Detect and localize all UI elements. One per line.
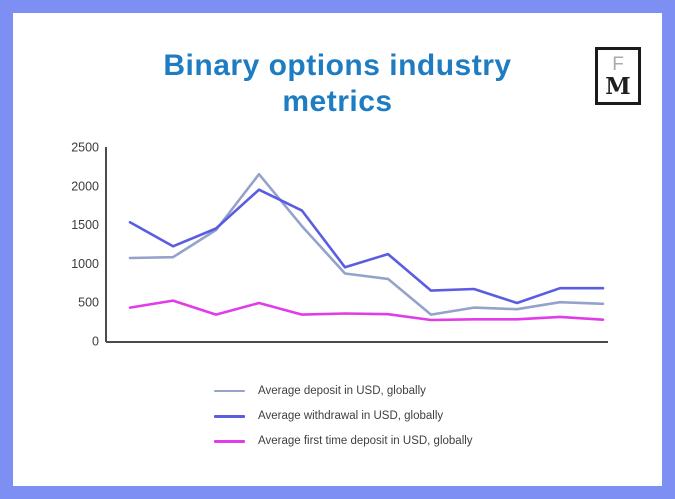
legend-line-swatch-deposit xyxy=(214,390,245,392)
legend-line-swatch-first-time-deposit xyxy=(214,439,245,443)
legend-item-average-first-time-deposit: Average first time deposit in USD, globa… xyxy=(214,432,473,450)
series-line xyxy=(128,188,605,305)
infographic-card: Binary options industry metrics F M 0 500… xyxy=(13,13,662,486)
line-chart: 0 500 1000 1500 2000 2500 xyxy=(40,140,620,355)
chart-canvas: 0 500 1000 1500 2000 2500 xyxy=(71,141,608,349)
y-tick-label: 1500 xyxy=(71,218,99,232)
chart-title-line-2: metrics xyxy=(282,85,393,118)
y-tick-label: 2500 xyxy=(71,141,99,155)
legend-label-first-time-deposit: Average first time deposit in USD, globa… xyxy=(258,435,473,447)
y-tick-label: 1000 xyxy=(71,257,99,271)
y-tick-label: 500 xyxy=(78,296,99,310)
legend-line-swatch-withdrawal xyxy=(214,414,245,418)
chart-legend: Average deposit in USD, globally Average… xyxy=(214,382,473,450)
logo-letter-f: F xyxy=(612,53,624,75)
y-tick-label: 2000 xyxy=(71,179,99,193)
legend-item-average-withdrawal: Average withdrawal in USD, globally xyxy=(214,407,473,425)
chart-title: Binary options industry metrics xyxy=(13,48,662,120)
chart-title-line-1: Binary options industry xyxy=(163,49,512,82)
fm-logo: F M xyxy=(595,47,641,105)
series-line xyxy=(128,299,605,322)
legend-label-withdrawal: Average withdrawal in USD, globally xyxy=(258,410,444,422)
y-tick-label: 0 xyxy=(92,335,99,349)
series-line xyxy=(128,172,605,316)
legend-item-average-deposit: Average deposit in USD, globally xyxy=(214,382,473,400)
legend-label-deposit: Average deposit in USD, globally xyxy=(258,385,426,397)
logo-letter-m: M xyxy=(605,72,631,100)
